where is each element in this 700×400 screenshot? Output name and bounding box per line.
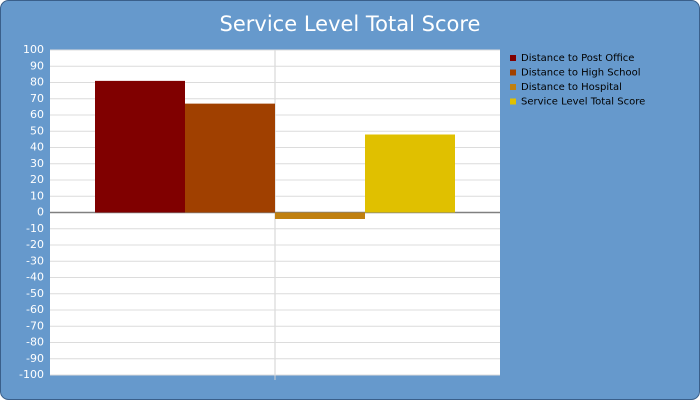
bar bbox=[365, 134, 455, 213]
y-tick-label: 60 bbox=[30, 108, 44, 121]
y-tick-label: -70 bbox=[26, 319, 44, 332]
legend-swatch bbox=[510, 55, 516, 61]
y-tick-label: -40 bbox=[26, 271, 44, 284]
legend-label: Distance to Post Office bbox=[521, 53, 634, 64]
y-tick-label: 40 bbox=[30, 141, 44, 154]
bar bbox=[185, 103, 275, 213]
y-tick-label: -90 bbox=[26, 352, 44, 365]
y-tick-label: 70 bbox=[30, 92, 44, 105]
y-tick-label: -50 bbox=[26, 287, 44, 300]
y-tick-label: -60 bbox=[26, 303, 44, 316]
legend-label: Service Level Total Score bbox=[521, 97, 645, 108]
legend-swatch bbox=[510, 98, 516, 105]
y-tick-label: 80 bbox=[30, 76, 44, 89]
y-tick-label: 100 bbox=[23, 43, 44, 56]
y-tick-label: -80 bbox=[26, 336, 44, 349]
bar bbox=[275, 212, 365, 219]
y-tick-label: 0 bbox=[37, 206, 44, 219]
y-tick-label: -30 bbox=[26, 254, 44, 267]
legend-swatch bbox=[510, 84, 516, 90]
y-tick-label: 20 bbox=[30, 173, 44, 186]
y-tick-label: 30 bbox=[30, 157, 44, 170]
y-tick-label: -20 bbox=[26, 238, 44, 251]
legend-label: Distance to Hospital bbox=[521, 82, 622, 93]
legend-swatch bbox=[510, 69, 516, 76]
bar bbox=[95, 80, 185, 213]
legend-label: Distance to High School bbox=[521, 68, 640, 79]
y-tick-label: 90 bbox=[30, 59, 44, 72]
y-tick-label: -100 bbox=[19, 368, 44, 381]
y-tick-label: 10 bbox=[30, 189, 44, 202]
y-tick-label: 50 bbox=[30, 124, 44, 137]
y-tick-label: -10 bbox=[26, 222, 44, 235]
chart-title: Service Level Total Score bbox=[220, 12, 481, 36]
